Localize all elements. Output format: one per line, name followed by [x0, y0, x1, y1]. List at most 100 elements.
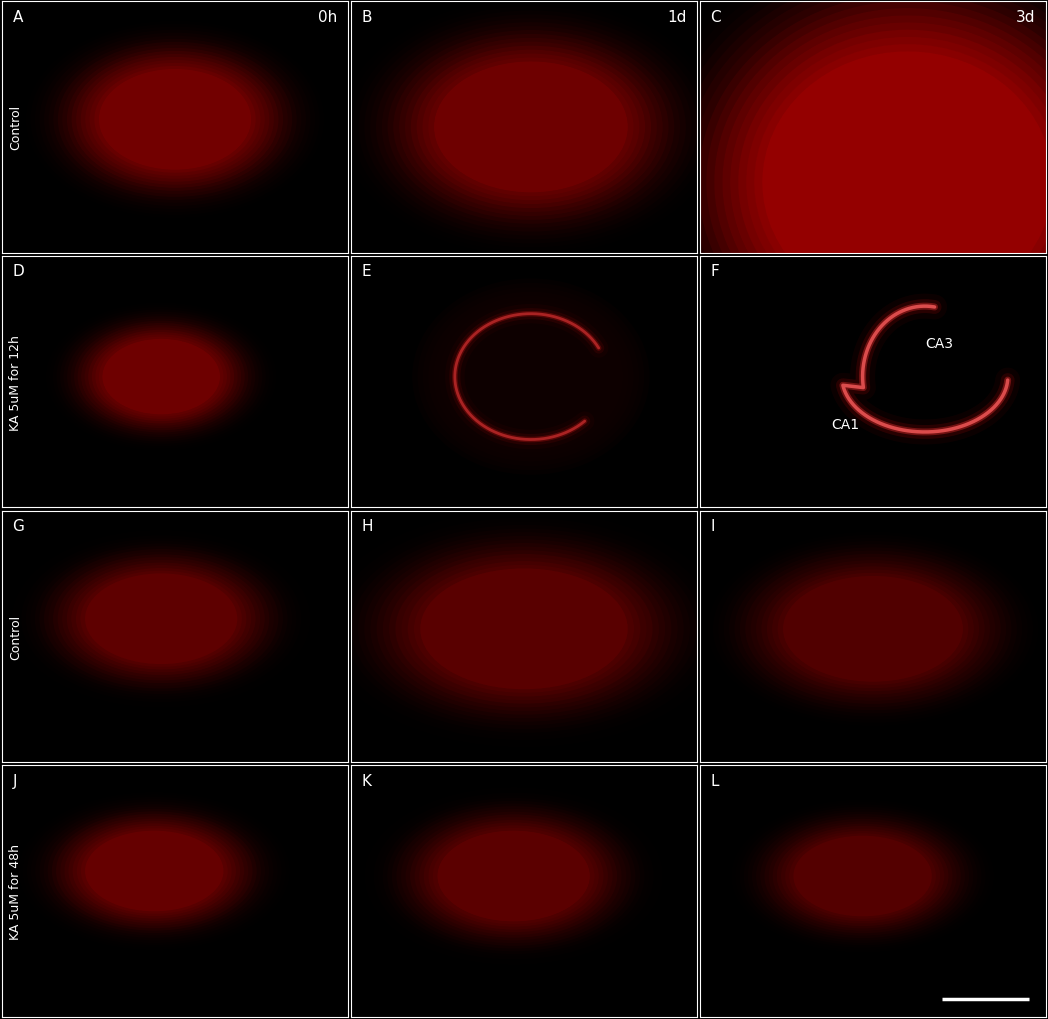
- Text: J: J: [13, 773, 17, 788]
- Ellipse shape: [77, 55, 274, 185]
- Ellipse shape: [99, 70, 252, 170]
- Ellipse shape: [783, 577, 963, 682]
- Ellipse shape: [422, 55, 639, 201]
- Text: Control: Control: [9, 105, 22, 150]
- Ellipse shape: [99, 337, 223, 417]
- Text: K: K: [362, 773, 371, 788]
- Text: Control: Control: [9, 614, 22, 659]
- Ellipse shape: [691, 0, 1048, 378]
- Ellipse shape: [682, 0, 1048, 386]
- Ellipse shape: [85, 830, 223, 911]
- Ellipse shape: [438, 830, 590, 921]
- Ellipse shape: [85, 574, 237, 664]
- Text: H: H: [362, 519, 373, 534]
- Ellipse shape: [767, 567, 979, 692]
- Ellipse shape: [740, 551, 1006, 707]
- Ellipse shape: [783, 577, 963, 682]
- Ellipse shape: [58, 557, 265, 681]
- Ellipse shape: [401, 558, 647, 700]
- Text: 1d: 1d: [668, 9, 686, 24]
- Ellipse shape: [85, 328, 238, 426]
- Ellipse shape: [71, 566, 250, 673]
- Ellipse shape: [793, 836, 932, 916]
- Ellipse shape: [777, 826, 948, 926]
- Ellipse shape: [746, 38, 1048, 328]
- Ellipse shape: [99, 70, 252, 170]
- Ellipse shape: [82, 326, 241, 429]
- Ellipse shape: [376, 23, 685, 232]
- Ellipse shape: [70, 319, 252, 435]
- Ellipse shape: [90, 64, 260, 176]
- Ellipse shape: [67, 317, 256, 437]
- Ellipse shape: [74, 321, 248, 433]
- Ellipse shape: [762, 564, 984, 695]
- Ellipse shape: [785, 832, 940, 921]
- Ellipse shape: [772, 570, 974, 689]
- Ellipse shape: [393, 35, 669, 220]
- Ellipse shape: [75, 569, 246, 669]
- Ellipse shape: [781, 828, 944, 923]
- Ellipse shape: [715, 9, 1048, 357]
- Ellipse shape: [56, 814, 253, 928]
- Ellipse shape: [103, 339, 220, 415]
- Ellipse shape: [778, 574, 968, 685]
- Ellipse shape: [675, 0, 1048, 393]
- Ellipse shape: [63, 46, 287, 195]
- Ellipse shape: [103, 339, 220, 415]
- Ellipse shape: [64, 819, 244, 923]
- Ellipse shape: [764, 819, 961, 933]
- Text: KA 5uM for 48h: KA 5uM for 48h: [9, 844, 22, 940]
- Ellipse shape: [745, 554, 1001, 704]
- Ellipse shape: [789, 834, 936, 919]
- Ellipse shape: [438, 830, 590, 921]
- Ellipse shape: [85, 61, 265, 179]
- Ellipse shape: [405, 43, 657, 213]
- Text: CA1: CA1: [831, 418, 859, 431]
- Ellipse shape: [72, 823, 236, 918]
- Ellipse shape: [401, 809, 627, 944]
- Ellipse shape: [750, 557, 996, 701]
- Ellipse shape: [772, 823, 953, 928]
- Ellipse shape: [411, 47, 651, 209]
- Ellipse shape: [388, 31, 674, 224]
- Ellipse shape: [433, 828, 594, 924]
- Ellipse shape: [376, 543, 672, 715]
- Ellipse shape: [434, 62, 628, 194]
- Ellipse shape: [420, 569, 628, 690]
- Text: E: E: [362, 264, 371, 279]
- Ellipse shape: [396, 806, 631, 946]
- Ellipse shape: [760, 816, 965, 935]
- Ellipse shape: [44, 549, 279, 689]
- Ellipse shape: [48, 809, 261, 933]
- Ellipse shape: [53, 40, 297, 201]
- Ellipse shape: [434, 62, 628, 194]
- Ellipse shape: [423, 822, 604, 929]
- Ellipse shape: [381, 28, 680, 228]
- Ellipse shape: [793, 836, 932, 916]
- Ellipse shape: [698, 0, 1048, 371]
- Ellipse shape: [71, 52, 279, 189]
- Ellipse shape: [85, 830, 223, 911]
- Ellipse shape: [67, 49, 283, 192]
- Text: I: I: [711, 519, 715, 534]
- Ellipse shape: [395, 554, 653, 704]
- Ellipse shape: [722, 16, 1048, 350]
- Ellipse shape: [60, 816, 248, 926]
- Ellipse shape: [81, 58, 269, 182]
- Text: L: L: [711, 773, 719, 788]
- Ellipse shape: [92, 333, 231, 422]
- Text: CA3: CA3: [924, 337, 953, 351]
- Ellipse shape: [739, 31, 1048, 335]
- Text: 0h: 0h: [319, 9, 337, 24]
- Ellipse shape: [52, 811, 257, 930]
- Ellipse shape: [417, 51, 646, 205]
- Ellipse shape: [78, 324, 244, 431]
- Text: B: B: [362, 9, 372, 24]
- Ellipse shape: [399, 39, 662, 217]
- Ellipse shape: [389, 550, 659, 707]
- Ellipse shape: [95, 335, 227, 420]
- Ellipse shape: [429, 58, 634, 197]
- Ellipse shape: [414, 566, 634, 693]
- Ellipse shape: [419, 820, 608, 932]
- Text: F: F: [711, 264, 719, 279]
